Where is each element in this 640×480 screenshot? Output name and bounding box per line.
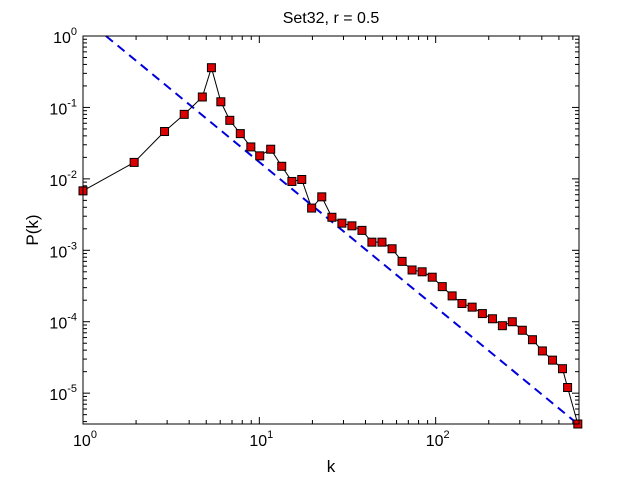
- ticks-layer: [82, 35, 579, 424]
- data-point-marker: [246, 142, 256, 152]
- x-tick-label: 100: [73, 429, 97, 450]
- data-point-marker: [287, 176, 297, 186]
- data-point-marker: [467, 302, 477, 312]
- plot-area: [83, 36, 579, 424]
- data-point-marker: [266, 144, 276, 154]
- data-point-marker: [255, 151, 265, 161]
- data-point-marker: [206, 63, 216, 73]
- y-tick-label: 100: [53, 26, 77, 47]
- data-point-marker: [407, 265, 417, 275]
- data-point-marker: [377, 237, 387, 247]
- tick-labels-layer: 100 101 102 10-5 10-4 10-3 10-2 10-1 100: [49, 26, 449, 450]
- y-tick-label: 10-2: [49, 169, 77, 190]
- y-axis-label: P(k): [23, 214, 42, 245]
- data-point-marker: [497, 321, 507, 331]
- x-axis-label: k: [327, 457, 336, 476]
- y-tick-label: 10-4: [49, 312, 77, 333]
- series-layer: [78, 35, 583, 429]
- data-point-marker: [457, 298, 467, 308]
- data-point-marker: [417, 267, 427, 277]
- data-point-marker: [387, 244, 397, 254]
- data-point-marker: [307, 203, 317, 213]
- fit-dashed-line: [105, 35, 579, 425]
- data-point-marker: [216, 97, 226, 107]
- data-point-marker: [197, 92, 207, 102]
- y-tick-label: 10-3: [49, 240, 77, 261]
- data-point-marker: [337, 218, 347, 228]
- data-point-marker: [437, 282, 447, 292]
- data-point-marker: [507, 317, 517, 327]
- x-tick-label: 102: [426, 429, 450, 450]
- data-point-marker: [235, 129, 245, 139]
- data-point-marker: [537, 346, 547, 356]
- data-point-marker: [225, 115, 235, 125]
- data-point-marker: [327, 212, 337, 222]
- data-point-marker: [179, 109, 189, 119]
- x-tick-label: 101: [249, 429, 273, 450]
- y-tick-label: 10-5: [49, 383, 77, 404]
- data-point-marker: [477, 309, 487, 319]
- data-point-marker: [297, 174, 307, 184]
- data-point-marker: [557, 364, 567, 374]
- y-tick-label: 10-1: [49, 97, 77, 118]
- data-point-marker: [427, 272, 437, 282]
- chart-title: Set32, r = 0.5: [283, 10, 380, 27]
- data-point-marker: [487, 314, 497, 324]
- plot-frame: [82, 35, 580, 425]
- data-point-marker: [397, 256, 407, 266]
- data-point-marker: [317, 192, 327, 202]
- data-point-marker: [447, 291, 457, 301]
- data-point-marker: [129, 157, 139, 167]
- data-point-marker: [527, 335, 537, 345]
- data-point-marker: [548, 355, 558, 365]
- data-point-marker: [563, 383, 573, 393]
- data-point-marker: [367, 237, 377, 247]
- data-point-marker: [517, 325, 527, 335]
- data-point-marker: [357, 225, 367, 235]
- data-point-marker: [277, 161, 287, 171]
- data-point-marker: [347, 221, 357, 231]
- data-point-marker: [160, 127, 170, 137]
